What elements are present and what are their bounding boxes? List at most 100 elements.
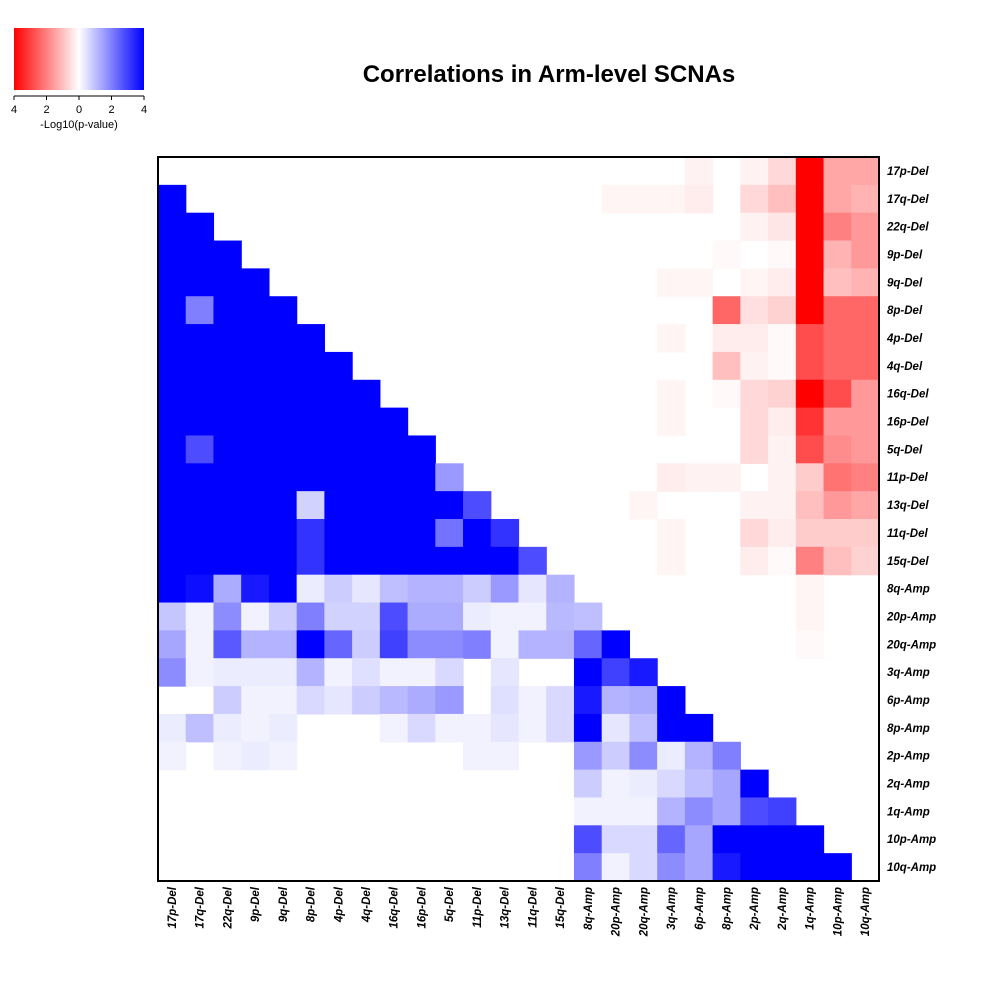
heatmap-cell — [185, 351, 215, 381]
heatmap-cell — [213, 463, 242, 492]
heatmap-cell — [573, 797, 603, 826]
heatmap-cell — [213, 519, 242, 548]
x-tick-label: 16p-Del — [416, 886, 428, 928]
heatmap-cell — [379, 602, 409, 631]
x-tick-label: 22q-Del — [222, 886, 234, 929]
heatmap-cell — [324, 574, 353, 604]
heatmap-cell — [851, 491, 880, 520]
x-tick-label: 8p-Del — [306, 886, 318, 922]
heatmap-cell — [185, 435, 215, 464]
heatmap-cell — [268, 463, 298, 492]
heatmap-cell — [740, 157, 769, 186]
heatmap-cell — [213, 491, 242, 520]
heatmap-cell — [213, 407, 242, 437]
heatmap-cell — [268, 407, 298, 437]
heatmap-cell — [657, 713, 686, 743]
heatmap-cell — [601, 853, 631, 882]
color-legend: 4 2 0 2 4 -Log10(p-value) — [11, 28, 147, 131]
heatmap-cell — [407, 463, 436, 492]
heatmap-cell — [795, 379, 825, 409]
heatmap-cell — [379, 574, 409, 604]
heatmap-cell — [213, 741, 242, 771]
heatmap-cell — [657, 825, 686, 854]
heatmap-cell — [158, 574, 187, 604]
heatmap-cell — [268, 658, 298, 687]
heatmap-cell — [657, 268, 686, 297]
heatmap-cell — [352, 546, 381, 576]
heatmap-cells — [158, 157, 880, 882]
y-tick-label: 5q-Del — [887, 444, 923, 456]
heatmap-cell — [657, 184, 686, 214]
heatmap-cell — [158, 602, 187, 631]
heatmap-cell — [657, 407, 686, 437]
heatmap-cell — [268, 491, 298, 520]
heatmap-cell — [768, 379, 797, 409]
heatmap-cell — [352, 463, 381, 492]
y-tick-label: 9p-Del — [887, 249, 923, 261]
heatmap-cell — [158, 184, 187, 214]
heatmap-cell — [795, 407, 825, 437]
heatmap-cell — [712, 797, 741, 826]
heatmap-cell — [352, 519, 381, 548]
legend-label: -Log10(p-value) — [40, 119, 118, 131]
heatmap-cell — [158, 741, 187, 771]
heatmap-cell — [740, 407, 769, 437]
heatmap-cell — [573, 630, 603, 659]
heatmap-cell — [629, 825, 658, 854]
y-tick-label: 11p-Del — [887, 472, 928, 484]
heatmap-cell — [407, 519, 436, 548]
heatmap-cell — [241, 435, 270, 464]
heatmap-cell — [657, 546, 686, 576]
y-axis-labels: 17p-Del 17q-Del 22q-Del 9p-Del 9q-Del 8p-Del 4… — [886, 166, 936, 874]
heatmap-cell — [768, 519, 797, 548]
heatmap-cell — [352, 658, 381, 687]
heatmap-cell — [795, 546, 825, 576]
y-tick-label: 8p-Del — [887, 305, 923, 317]
heatmap-cell — [712, 324, 741, 353]
heatmap-cell — [601, 797, 631, 826]
heatmap-cell — [851, 212, 880, 242]
y-tick-label: 16q-Del — [887, 389, 929, 401]
heatmap-cell — [601, 741, 631, 771]
heatmap-cell — [324, 463, 353, 492]
heatmap-cell — [851, 184, 880, 214]
heatmap-cell — [296, 658, 325, 687]
legend-ticks: 4 2 0 2 4 — [11, 96, 147, 116]
heatmap-cell — [823, 351, 852, 381]
heatmap-cell — [629, 184, 658, 214]
plot-border — [157, 156, 880, 882]
heatmap-cell — [185, 658, 215, 687]
heatmap-cell — [740, 212, 769, 242]
heatmap-cell — [435, 491, 464, 520]
heatmap-cell — [546, 574, 575, 604]
heatmap-cell — [379, 630, 409, 659]
heatmap-cell — [490, 658, 520, 687]
heatmap-cell — [629, 853, 658, 882]
heatmap-cell — [546, 602, 575, 631]
heatmap-cell — [573, 853, 603, 882]
heatmap-cell — [657, 324, 686, 353]
heatmap-cell — [657, 741, 686, 771]
heatmap-cell — [407, 658, 436, 687]
heatmap-cell — [352, 630, 381, 659]
y-tick-label: 1q-Amp — [887, 806, 930, 818]
heatmap-cell — [213, 686, 242, 715]
heatmap-cell — [851, 351, 880, 381]
x-tick-label: 11q-Del — [527, 886, 539, 927]
heatmap-cell — [740, 379, 769, 409]
heatmap-cell — [851, 157, 880, 186]
y-tick-label: 2q-Amp — [886, 779, 930, 791]
heatmap-cell — [768, 853, 797, 882]
heatmap-cell — [158, 296, 187, 325]
heatmap-cell — [407, 686, 436, 715]
heatmap-cell — [185, 713, 215, 743]
heatmap-cell — [573, 825, 603, 854]
x-tick-label: 4p-Del — [333, 886, 345, 923]
heatmap-cell — [629, 713, 658, 743]
heatmap-cell — [158, 630, 187, 659]
heatmap-cell — [268, 574, 298, 604]
heatmap-cell — [795, 268, 825, 297]
heatmap-cell — [851, 240, 880, 269]
x-tick-label: 17q-Del — [195, 886, 207, 928]
x-tick-label: 20p-Amp — [611, 887, 623, 937]
